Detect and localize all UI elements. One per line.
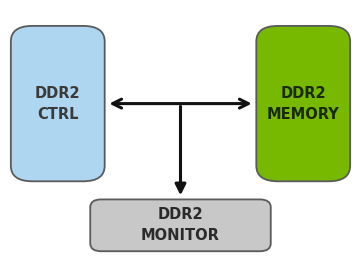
FancyBboxPatch shape — [90, 199, 271, 251]
FancyBboxPatch shape — [11, 26, 105, 181]
Text: DDR2
MEMORY: DDR2 MEMORY — [267, 86, 340, 121]
FancyBboxPatch shape — [256, 26, 350, 181]
Text: DDR2
MONITOR: DDR2 MONITOR — [141, 207, 220, 243]
Text: DDR2
CTRL: DDR2 CTRL — [35, 86, 81, 121]
